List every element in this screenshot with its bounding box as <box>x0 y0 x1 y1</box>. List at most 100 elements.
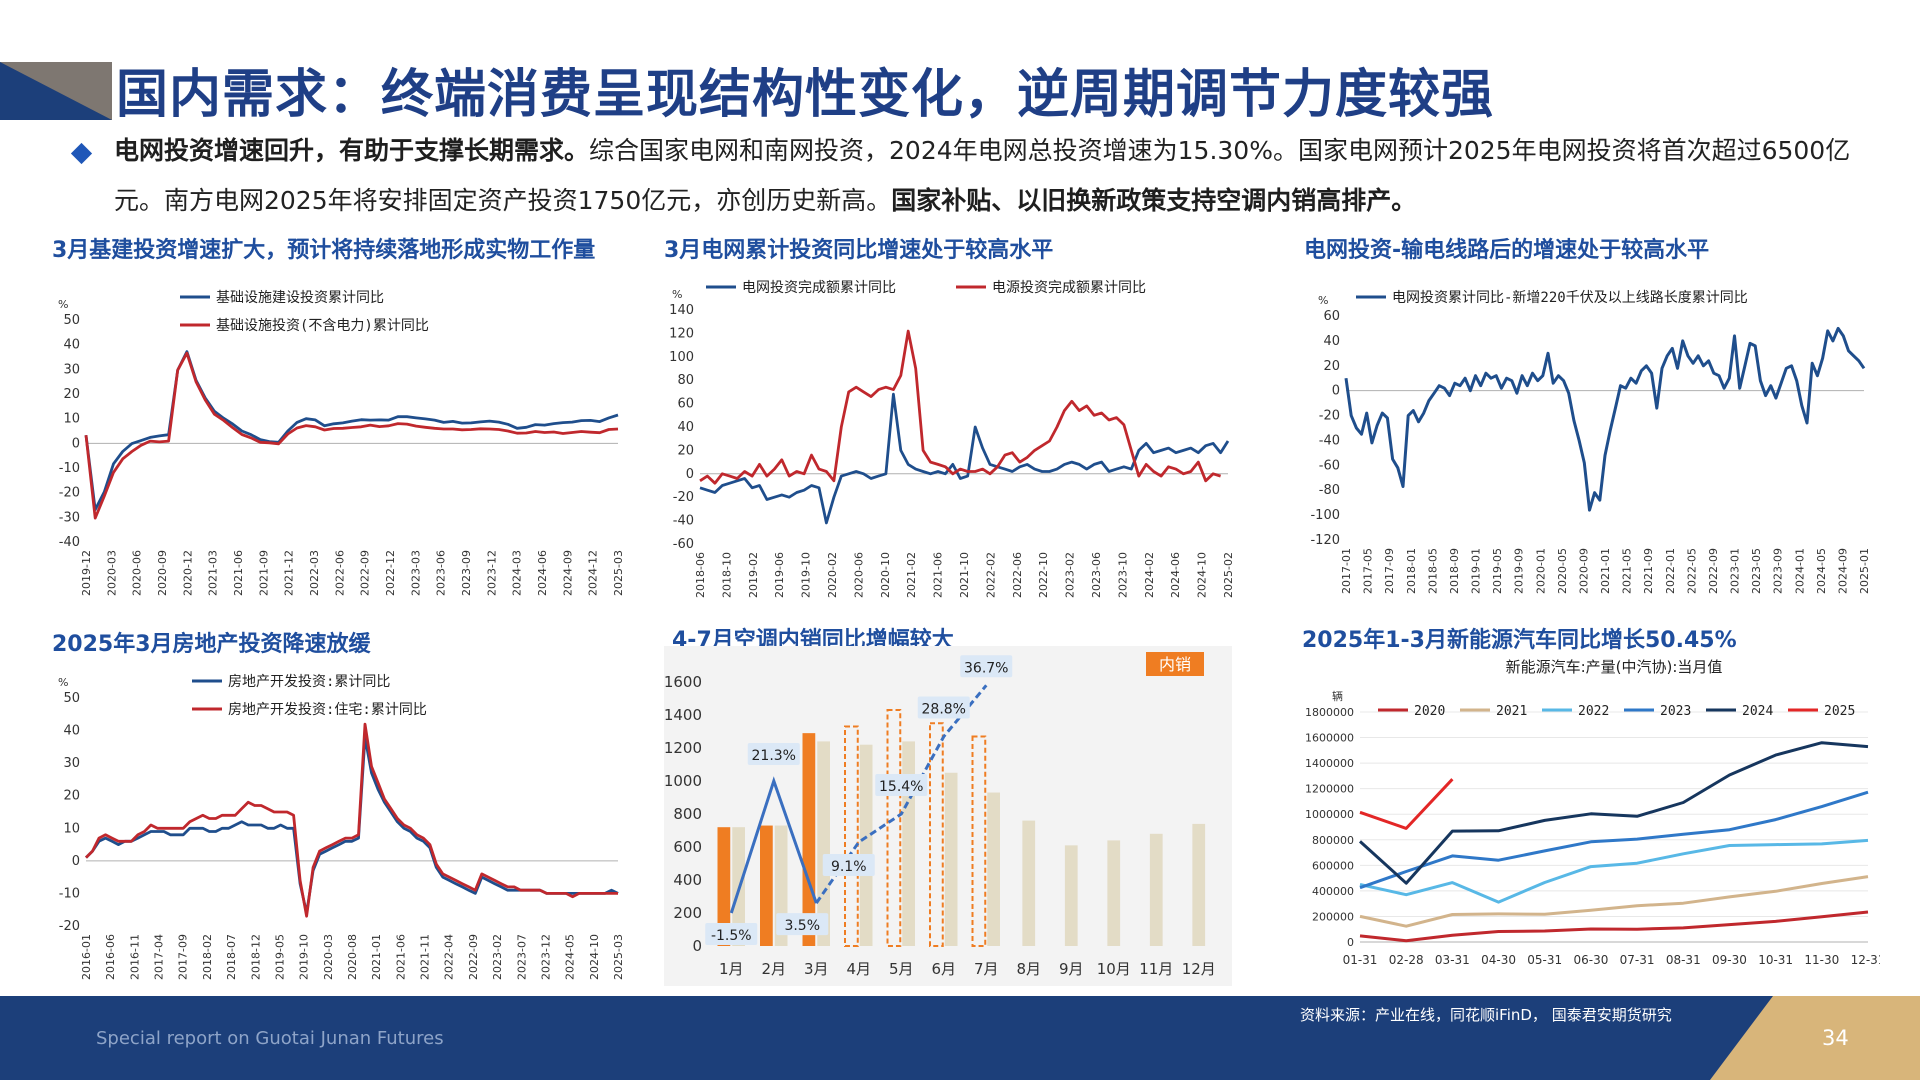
y-tick-label-3-7: 20 <box>1323 359 1340 374</box>
x-tick-label-6-1: 02-28 <box>1389 953 1424 967</box>
yoy-label-4: 15.4% <box>879 779 923 795</box>
chart-svg-1: -40 -30 -20 -10 0 10 20 30 40 50% 2019-12 2020-03 20… <box>58 289 625 596</box>
x-tick-label-1-7: 2021-09 <box>257 550 270 596</box>
yoy-label-bg-6 <box>960 655 1013 678</box>
y-tick-label-1-0: -40 <box>59 535 80 550</box>
x-tick-label-1-0: 2019-12 <box>80 550 93 596</box>
footer-source: 资料来源：产业在线，同花顺iFinD， 国泰君安期货研究 <box>1300 1006 1672 1024</box>
y-tick-label-5-5: 1000 <box>664 772 702 790</box>
x-tick-label-2-15: 2023-06 <box>1090 552 1103 598</box>
y-tick-label-6-2: 400000 <box>1312 885 1354 898</box>
x-tick-label-2-11: 2022-02 <box>984 552 997 598</box>
summary-plain: 综合国家电网和南网投资，2024年电网总投资增速为15.30%。国家电网预计20… <box>114 136 1851 215</box>
x-tick-label-1-12: 2022-12 <box>384 550 397 596</box>
legend-label-5: 内销 <box>1159 655 1191 674</box>
y-tick-label-5-0: 0 <box>692 937 702 955</box>
y-tick-label-1-2: -20 <box>59 486 80 501</box>
x-tick-label-4-21: 2024-10 <box>588 934 601 980</box>
y-tick-label-2-4: 20 <box>677 443 694 458</box>
x-tick-label-4-8: 2019-05 <box>273 934 286 980</box>
x-tick-label-3-8: 2019-09 <box>1513 548 1526 594</box>
x-tick-label-6-3: 04-30 <box>1481 953 1516 967</box>
y-tick-label-3-6: 0 <box>1332 384 1340 399</box>
x-tick-label-4-17: 2023-02 <box>491 934 504 980</box>
x-tick-label-2-6: 2020-06 <box>852 552 865 598</box>
x-tick-label-3-4: 2018-05 <box>1426 548 1439 594</box>
series-line-3-0 <box>1344 326 1866 512</box>
x-tick-label-4-7: 2018-12 <box>249 934 262 980</box>
legend-label-6-2: 2022 <box>1578 704 1609 719</box>
x-tick-label-6-7: 08-31 <box>1666 953 1701 967</box>
page-title: 国内需求：终端消费呈现结构性变化，逆周期调节力度较强 <box>116 65 1495 125</box>
x-tick-label-1-8: 2021-12 <box>283 550 296 596</box>
footer-report-name: Special report on Guotai Junan Futures <box>96 1028 444 1049</box>
series-line-6-4 <box>1358 741 1869 885</box>
x-tick-label-3-23: 2024-09 <box>1836 548 1849 594</box>
legend-label-4-1: 房地产开发投资:住宅:累计同比 <box>228 702 427 718</box>
x-tick-label-4-3: 2017-04 <box>153 934 166 980</box>
x-tick-label-2-9: 2021-06 <box>932 552 945 598</box>
series-line-1-1 <box>84 351 619 520</box>
x-tick-label-4-0: 2016-01 <box>80 934 93 980</box>
y-tick-label-5-1: 200 <box>673 904 702 922</box>
summary-bold-1: 电网投资增速回升，有助于支撑长期需求。 <box>114 136 590 165</box>
y-tick-label-4-2: 0 <box>72 854 80 869</box>
chart-svg-5: 0 200 400 600 800 1000 1200 1400 1600 1月 2月 3月 4月 5月 6… <box>664 646 1232 986</box>
yoy-label-bg-0 <box>705 923 758 945</box>
x-tick-label-1-11: 2022-09 <box>359 550 372 596</box>
legend-label-6-1: 2021 <box>1496 704 1527 719</box>
x-tick-label-3-16: 2022-05 <box>1685 548 1698 594</box>
unit-label-4: % <box>58 676 68 689</box>
x-tick-label-2-12: 2022-06 <box>1011 552 1024 598</box>
y-tick-label-6-7: 1400000 <box>1305 757 1354 770</box>
bar-2024-4 <box>902 741 915 946</box>
legend-label-6-3: 2023 <box>1660 704 1691 719</box>
y-tick-label-5-8: 1600 <box>664 673 702 691</box>
x-tick-label-2-16: 2023-10 <box>1116 552 1129 598</box>
x-tick-label-5-4: 5月 <box>889 960 914 978</box>
x-tick-label-5-3: 4月 <box>846 960 871 978</box>
chart-title-6: 新能源汽车:产量(中汽协):当月值 <box>1506 658 1723 676</box>
x-tick-label-3-5: 2018-09 <box>1448 548 1461 594</box>
series-line-6-3 <box>1359 790 1869 890</box>
chart2-heading: 3月电网累计投资同比增速处于较高水平 <box>664 238 1054 263</box>
x-tick-label-3-21: 2024-01 <box>1793 548 1806 594</box>
x-tick-label-3-14: 2021-09 <box>1642 548 1655 594</box>
yoy-label-bg-3 <box>822 854 875 877</box>
y-tick-label-1-8: 40 <box>63 338 80 353</box>
legend-label-6-4: 2024 <box>1742 704 1773 719</box>
x-tick-label-1-5: 2021-03 <box>207 550 220 596</box>
page-number: 34 <box>1822 1026 1849 1050</box>
y-tick-label-2-9: 120 <box>669 326 694 341</box>
x-tick-label-2-0: 2018-06 <box>694 552 707 598</box>
x-tick-label-1-1: 2020-03 <box>105 550 118 596</box>
bar-2024-11 <box>1192 823 1206 946</box>
chart-svg-6: 0 200000 400000 600000 800000 1000000 1200000 1… <box>1305 658 1880 967</box>
y-tick-label-5-2: 400 <box>673 871 702 889</box>
y-tick-label-1-5: 10 <box>63 412 80 427</box>
x-tick-label-4-6: 2018-07 <box>225 934 238 980</box>
x-tick-label-4-16: 2022-09 <box>467 934 480 980</box>
x-tick-label-5-7: 8月 <box>1016 960 1041 978</box>
x-tick-label-4-10: 2020-03 <box>322 934 335 980</box>
x-tick-label-3-19: 2023-05 <box>1750 548 1763 594</box>
x-tick-label-4-1: 2016-06 <box>104 934 117 980</box>
y-tick-label-1-6: 20 <box>63 387 80 402</box>
x-tick-label-1-2: 2020-06 <box>131 550 144 596</box>
x-tick-label-1-14: 2023-06 <box>435 550 448 596</box>
x-tick-label-2-1: 2018-10 <box>720 552 733 598</box>
x-tick-label-3-24: 2025-01 <box>1858 548 1871 594</box>
y-tick-label-1-3: -10 <box>59 461 80 476</box>
x-tick-label-4-13: 2021-06 <box>394 934 407 980</box>
y-tick-label-6-6: 1200000 <box>1305 783 1354 796</box>
x-tick-label-6-10: 11-30 <box>1804 953 1839 967</box>
y-tick-label-4-0: -20 <box>59 919 80 934</box>
x-tick-label-2-17: 2024-02 <box>1143 552 1156 598</box>
y-tick-label-4-4: 20 <box>63 789 80 804</box>
x-tick-label-1-13: 2023-03 <box>409 550 422 596</box>
x-tick-label-4-12: 2021-01 <box>370 934 383 980</box>
y-tick-label-2-0: -60 <box>673 537 694 552</box>
x-tick-label-5-9: 10月 <box>1097 960 1131 978</box>
x-tick-label-5-5: 6月 <box>931 960 956 978</box>
legend-label-6-5: 2025 <box>1824 704 1855 719</box>
